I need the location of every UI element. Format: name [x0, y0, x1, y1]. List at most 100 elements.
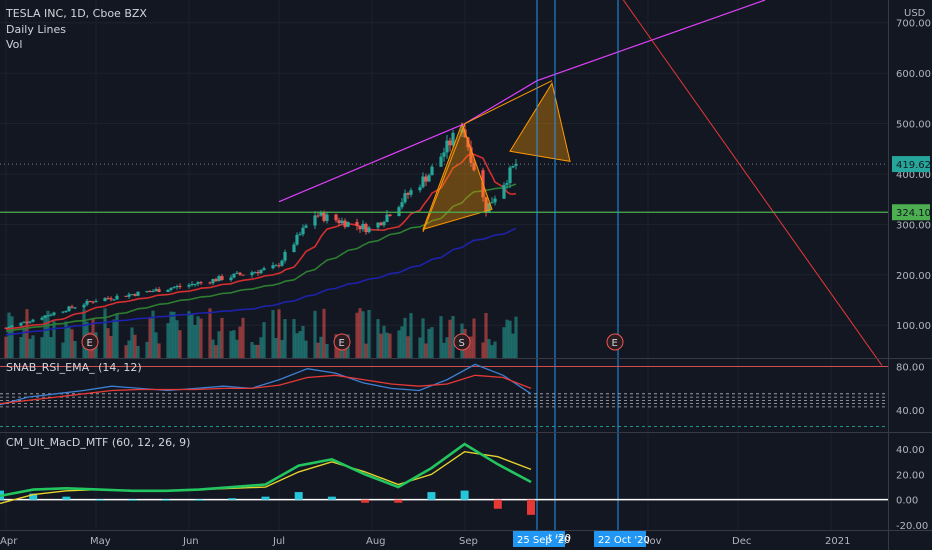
volume-bar — [388, 333, 392, 358]
candle-body — [364, 223, 368, 233]
candle-body — [346, 221, 350, 227]
candle-body — [73, 307, 77, 309]
candle-body — [508, 167, 512, 184]
event-marker-label: E — [612, 338, 618, 349]
volume-bar — [43, 316, 47, 358]
volume-bar — [199, 318, 203, 358]
candle-body — [130, 294, 134, 296]
date-label: 25 Sep '20 — [517, 535, 570, 546]
candle-body — [298, 234, 302, 236]
x-tick-label: Nov — [642, 536, 662, 547]
volume-bar — [403, 317, 407, 358]
volume-bar — [133, 334, 137, 358]
macd-tick-label: -20.00 — [896, 521, 928, 532]
volume-bar — [67, 327, 71, 358]
volume-bar — [271, 310, 275, 358]
macd-histogram-bar — [62, 496, 71, 500]
volume-bar — [484, 312, 488, 358]
candle-body — [64, 311, 68, 313]
candle-body — [166, 289, 170, 292]
y-tick-label: 100.00 — [896, 321, 931, 332]
rsi-pane — [0, 363, 888, 427]
candle-body — [25, 321, 29, 323]
candle-body — [49, 314, 53, 316]
candle-body — [151, 290, 155, 292]
candle-body — [280, 260, 284, 266]
candle-body — [427, 175, 431, 182]
date-label: 22 Oct '20 — [598, 535, 650, 546]
y-tick-label: 600.00 — [896, 69, 931, 80]
volume-bar — [355, 312, 359, 358]
daily-lines-label: Daily Lines — [6, 23, 66, 36]
x-tick-label: Sep — [459, 536, 478, 547]
date-label-box — [594, 531, 646, 547]
macd-histogram-bar — [128, 499, 137, 501]
macd-tick-label: 20.00 — [896, 470, 925, 481]
candle-body — [418, 187, 422, 191]
macd-histogram-bar — [195, 499, 204, 501]
volume-bar — [250, 342, 254, 358]
date-label-box — [513, 531, 565, 547]
candle-body — [337, 220, 341, 224]
candle-body — [229, 277, 233, 281]
candle-body — [169, 288, 173, 290]
volume-bar — [442, 342, 446, 358]
candle-body — [40, 317, 44, 320]
candle-body — [172, 287, 176, 289]
candle-body — [511, 165, 515, 168]
candle-body — [400, 202, 404, 208]
event-marker-label: E — [339, 338, 345, 349]
candle-body — [493, 198, 497, 203]
macd-histogram-bar — [460, 490, 469, 500]
candle-body — [316, 215, 320, 217]
pattern-triangle — [422, 122, 493, 231]
candle-body — [424, 176, 428, 182]
volume-bar — [115, 314, 119, 358]
macd-pane — [0, 442, 888, 515]
rsi-ema-line — [0, 374, 532, 405]
candle-body — [472, 162, 476, 171]
volume-bar — [298, 331, 302, 358]
volume-bar — [112, 319, 116, 358]
macd-histogram-bar — [361, 499, 370, 503]
candle-body — [388, 214, 392, 217]
volume-bar — [319, 336, 323, 358]
macd-histogram-bar — [95, 499, 104, 501]
candle-body — [178, 285, 182, 287]
macd-histogram-bar — [228, 498, 237, 500]
candle-body — [190, 284, 194, 286]
rsi-tick-label: 80.00 — [896, 363, 925, 374]
volume-bar — [61, 342, 65, 358]
volume-bar — [277, 309, 281, 358]
lower-trendline — [422, 80, 553, 233]
price-label: 419.62 — [896, 160, 931, 171]
candle-body — [52, 312, 56, 315]
candle-body — [145, 291, 149, 293]
y-tick-label: 500.00 — [896, 120, 931, 131]
volume-bar — [505, 319, 509, 358]
volume-bar — [316, 342, 320, 358]
event-marker — [606, 333, 624, 351]
candle-body — [262, 268, 266, 271]
ma-green — [5, 183, 517, 332]
event-marker-label: S — [459, 338, 465, 349]
y-tick-label: 400.00 — [896, 170, 931, 181]
volume-bar — [283, 319, 287, 358]
volume-bar — [31, 335, 35, 358]
volume-bar — [445, 337, 449, 358]
volume-bar — [427, 328, 431, 358]
red-diagonal — [622, 0, 883, 366]
x-tick-label: Dec — [732, 536, 751, 547]
candle-body — [451, 132, 455, 146]
volume-bar — [364, 343, 368, 358]
volume-bar — [400, 326, 404, 358]
candle-body — [175, 285, 179, 288]
macd-line — [0, 442, 532, 498]
volume-bar — [385, 332, 389, 358]
grid — [0, 0, 888, 530]
volume-bar — [508, 320, 512, 358]
candle-body — [403, 193, 407, 203]
candle-body — [61, 311, 65, 313]
